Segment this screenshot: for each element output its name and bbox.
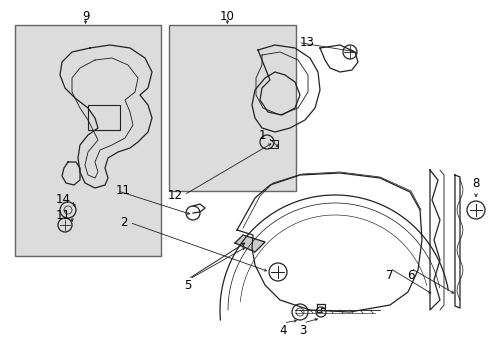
Polygon shape — [235, 235, 264, 252]
Bar — [15, 25, 161, 256]
Text: 13: 13 — [299, 36, 313, 49]
Text: 1: 1 — [259, 129, 266, 141]
Text: 4: 4 — [279, 324, 287, 337]
Bar — [168, 25, 295, 191]
Text: 2: 2 — [121, 216, 128, 229]
Text: 9: 9 — [81, 10, 89, 23]
Text: 14: 14 — [56, 193, 71, 206]
Text: 3: 3 — [299, 324, 306, 337]
Text: 8: 8 — [471, 177, 479, 190]
Text: 11: 11 — [56, 209, 71, 222]
Bar — [88, 105, 120, 130]
Text: 5: 5 — [184, 279, 192, 292]
Text: 6: 6 — [406, 269, 414, 282]
Text: 11: 11 — [116, 184, 131, 197]
Text: 12: 12 — [167, 189, 182, 202]
Text: 10: 10 — [220, 10, 234, 23]
Text: 7: 7 — [385, 269, 393, 282]
